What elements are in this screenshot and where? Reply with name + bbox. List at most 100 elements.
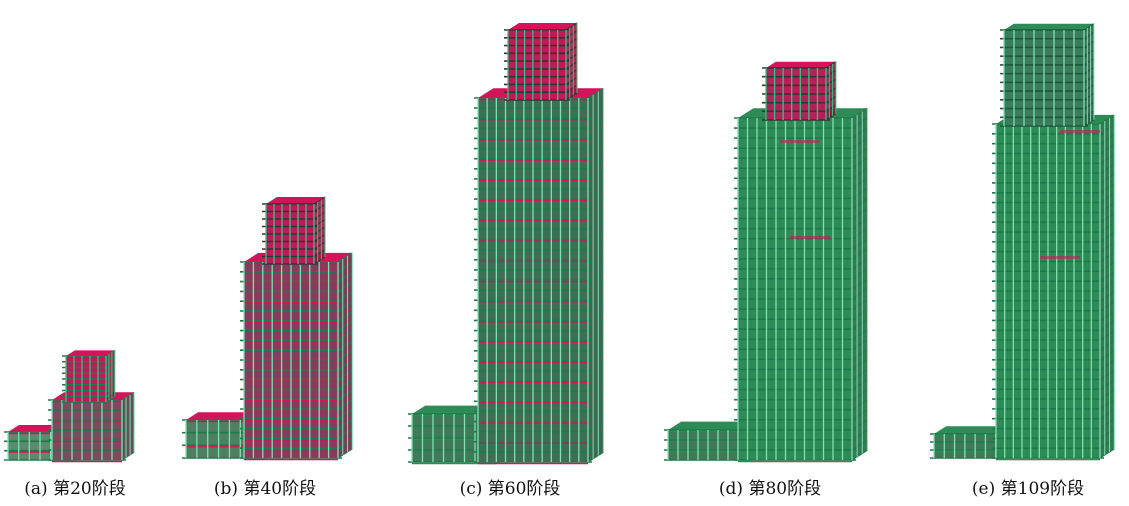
- block-top: [766, 61, 836, 68]
- building-model-e: [930, 23, 1115, 461]
- floor-line-side: [587, 188, 604, 200]
- floor-line-side: [851, 117, 868, 129]
- floor-line-side: [851, 389, 868, 401]
- floor-line-side: [565, 53, 578, 62]
- floor-line-side: [1099, 320, 1115, 331]
- floor-line-side: [1083, 119, 1095, 127]
- floor-line-side: [851, 439, 868, 451]
- floor-line-side: [587, 360, 604, 372]
- floor-line-side: [825, 69, 837, 78]
- building-model-d: [664, 61, 868, 463]
- floor-line-side: [1083, 75, 1095, 83]
- floor-line-side: [587, 118, 604, 129]
- floor-line-side: [313, 218, 326, 228]
- floor-line-side: [587, 209, 604, 220]
- floor-line-side: [825, 95, 837, 104]
- floor-line-side: [1083, 66, 1095, 75]
- accent-slab: [1040, 256, 1080, 259]
- floor-line-side: [587, 249, 604, 261]
- floor-line-side: [1099, 369, 1115, 380]
- floor-line-side: [1099, 271, 1115, 282]
- floor-line-side: [851, 258, 868, 270]
- floor-line-side: [1083, 49, 1095, 57]
- floor-line-side: [1099, 448, 1115, 459]
- floor-line-side: [587, 229, 604, 241]
- floor-line-side: [851, 349, 868, 360]
- floor-line-side: [851, 409, 868, 421]
- floor-line-side: [1083, 93, 1095, 101]
- floor-line-side: [337, 369, 353, 381]
- floor-line-side: [851, 288, 868, 300]
- floor-line-side: [587, 178, 604, 190]
- floor-line-side: [851, 157, 868, 169]
- floor-line-side: [587, 431, 604, 443]
- floor-line-side: [105, 361, 116, 369]
- floor-line-side: [1099, 379, 1115, 390]
- floor-line-side: [121, 451, 135, 461]
- floor-line-side: [337, 271, 353, 283]
- floor-line-side: [565, 30, 578, 39]
- floor-line-side: [1099, 143, 1115, 154]
- floor-line-side: [825, 113, 837, 121]
- floor-line-side: [587, 219, 604, 230]
- floor-line-side: [105, 367, 116, 374]
- floor-line-side: [587, 380, 604, 392]
- floor-line-side: [105, 349, 116, 357]
- floor-line-side: [121, 421, 135, 431]
- floor-line-side: [851, 238, 868, 250]
- floor-line-side: [851, 178, 868, 189]
- floor-line-side: [1099, 301, 1115, 312]
- floor-line-side: [1083, 84, 1095, 92]
- floor-line-side: [337, 252, 353, 263]
- floor-line-side: [337, 330, 353, 341]
- floor-line-side: [851, 137, 868, 149]
- floor-line-side: [565, 76, 578, 85]
- floor-line-side: [587, 97, 604, 109]
- floor-line-side: [1099, 340, 1115, 351]
- floor-line-side: [1083, 40, 1095, 48]
- floor-line-side: [587, 198, 604, 210]
- floor-line-side: [587, 421, 604, 433]
- floor-line-side: [851, 339, 868, 350]
- floor-line-side: [313, 196, 326, 205]
- floor-line-side: [851, 298, 868, 310]
- floor-line-side: [313, 241, 326, 250]
- floor-line-side: [1099, 192, 1115, 204]
- floor-line-side: [851, 318, 868, 330]
- floor-line-side: [851, 107, 868, 119]
- floor-line-side: [337, 320, 353, 332]
- floor-line-side: [851, 228, 868, 240]
- floor-line-side: [587, 279, 604, 291]
- floor-line-side: [105, 372, 116, 380]
- floor-line-side: [1083, 31, 1095, 40]
- floor-line-side: [313, 203, 326, 213]
- accent-slab: [790, 236, 830, 239]
- floor-line-side: [825, 104, 837, 112]
- floor-line-side: [1099, 222, 1115, 233]
- floor-line-side: [1099, 124, 1115, 135]
- floor-line-side: [121, 391, 135, 401]
- floor-line-side: [825, 87, 837, 95]
- floor-line-side: [587, 330, 604, 342]
- caption-a: (a) 第20阶段: [24, 479, 126, 499]
- floor-line-side: [565, 38, 578, 47]
- floor-line-side: [121, 411, 135, 421]
- floor-line-side: [587, 269, 604, 281]
- floor-line-side: [1099, 281, 1115, 292]
- floor-line-side: [587, 128, 604, 139]
- caption-e: (e) 第109阶段: [971, 479, 1085, 499]
- floor-line-side: [1099, 291, 1115, 302]
- floor-line-side: [337, 389, 353, 400]
- building-model-c: [408, 22, 604, 465]
- floor-line-side: [313, 233, 326, 243]
- floor-line-side: [851, 268, 868, 280]
- floor-line-side: [313, 256, 326, 265]
- floor-line-side: [337, 311, 353, 322]
- floor-line-side: [337, 409, 353, 420]
- floor-line-side: [1099, 350, 1115, 361]
- floor-line-side: [105, 384, 116, 392]
- block-top: [266, 197, 325, 204]
- floor-line-side: [587, 370, 604, 382]
- floor-line-side: [587, 107, 604, 119]
- caption-b: (b) 第40阶段: [213, 479, 317, 499]
